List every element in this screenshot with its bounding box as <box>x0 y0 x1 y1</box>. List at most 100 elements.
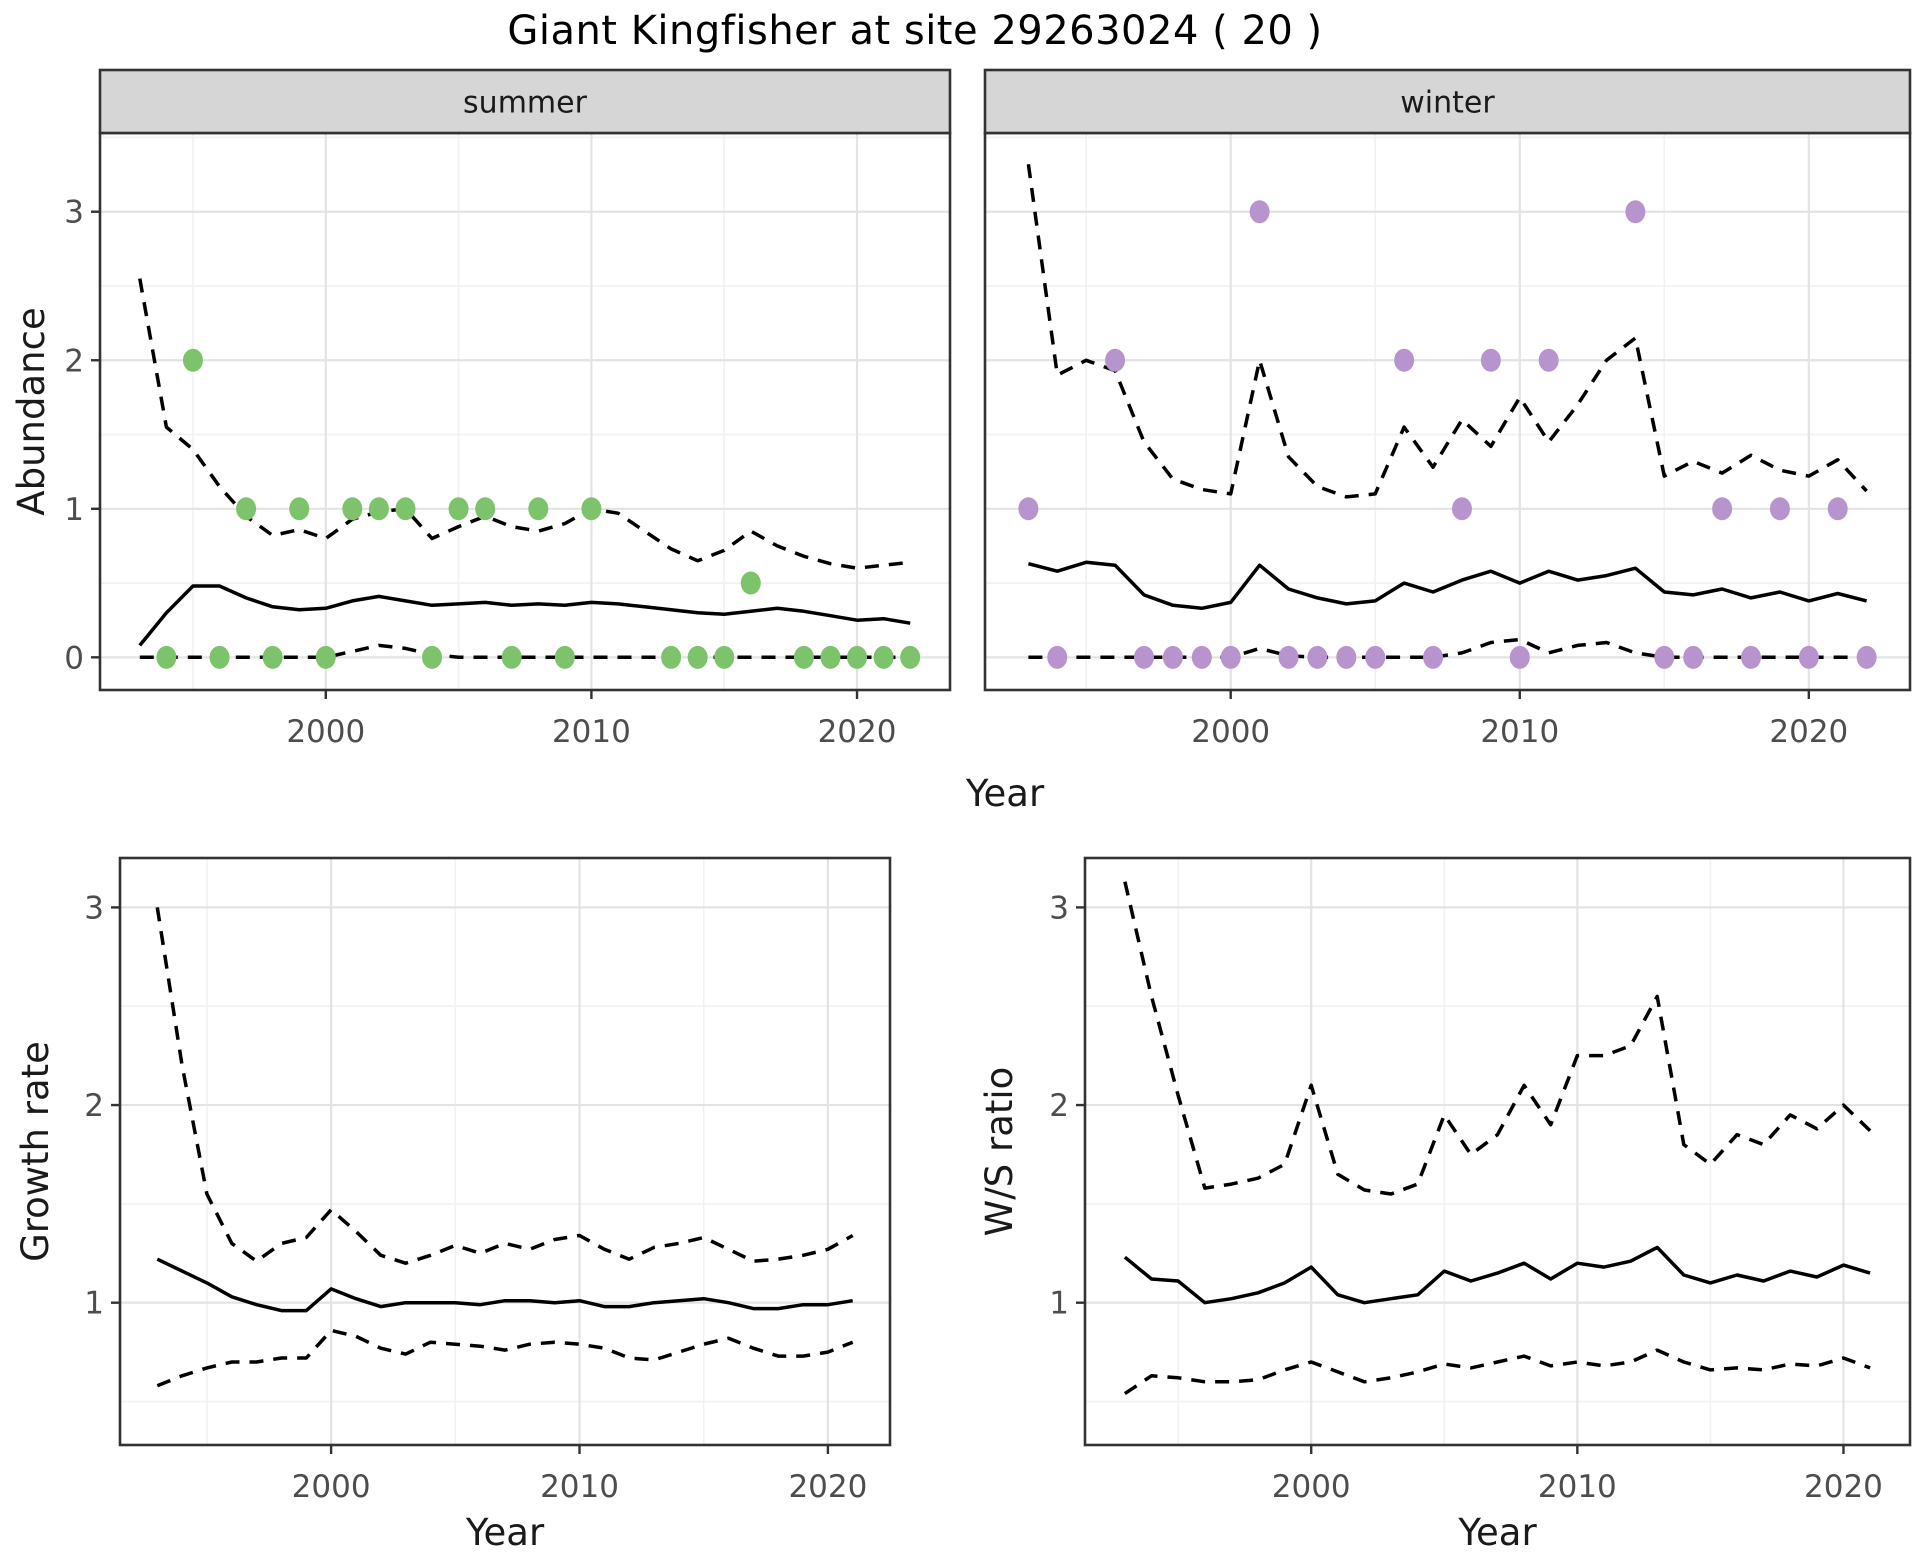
data-point <box>1538 348 1559 372</box>
facet-strip-label: winter <box>1400 86 1495 121</box>
panel-content <box>138 278 921 669</box>
x-tick-label: 2000 <box>1272 1469 1351 1505</box>
y-tick-label: 1 <box>64 492 84 528</box>
data-point <box>315 645 336 669</box>
data-point <box>528 497 549 521</box>
panel-border <box>118 856 892 1447</box>
data-point <box>1480 348 1501 372</box>
upper_credible_interval-line <box>1026 163 1868 499</box>
data-point <box>847 645 868 669</box>
x-tick-label: 2000 <box>292 1469 371 1505</box>
data-point <box>900 645 921 669</box>
data-point <box>1394 348 1415 372</box>
facet-strip <box>98 68 952 135</box>
data-point <box>395 497 416 521</box>
data-point <box>1423 645 1444 669</box>
panel-growth-rate: 2000 2010 2020 1 2 3 <box>84 856 892 1505</box>
y-tick-label: 1 <box>1049 1286 1069 1322</box>
panel-content <box>1018 163 1877 669</box>
x-tick-label: 2020 <box>1804 1469 1883 1505</box>
data-point <box>156 645 177 669</box>
data-point <box>1278 645 1299 669</box>
mean_ws_ratio-line <box>1123 1245 1871 1305</box>
x-axis-title-year-ws: Year <box>1457 1511 1537 1554</box>
mean_abundance-line <box>1027 560 1868 611</box>
data-point <box>1654 645 1675 669</box>
data-point <box>1133 645 1154 669</box>
data-point <box>1856 645 1877 669</box>
data-point <box>740 571 761 595</box>
upper_credible_interval-line <box>1123 881 1872 1196</box>
lower_credible_interval-line <box>1123 1348 1871 1396</box>
data-point <box>1018 497 1039 521</box>
x-axis-title-year-top: Year <box>965 772 1045 815</box>
x-tick-label: 2010 <box>1538 1469 1617 1505</box>
data-point <box>475 497 496 521</box>
x-tick-label: 2010 <box>1480 714 1559 750</box>
x-tick-label: 2000 <box>1191 714 1270 750</box>
data-point <box>501 645 522 669</box>
y-tick-label: 3 <box>64 195 84 231</box>
upper_credible_interval-line <box>155 907 854 1265</box>
mean_abundance-line <box>138 584 911 647</box>
upper_credible_interval-line <box>138 278 911 570</box>
data-point <box>1827 497 1848 521</box>
lower_credible_interval-line <box>156 1328 854 1388</box>
panel-content <box>155 907 854 1388</box>
data-point <box>1365 645 1386 669</box>
data-point <box>209 645 230 669</box>
data-point <box>661 645 682 669</box>
lower_credible_interval-line <box>1028 637 1867 660</box>
data-point <box>1769 497 1790 521</box>
data-point <box>554 645 575 669</box>
y-tick-label: 0 <box>64 640 84 676</box>
panel-content <box>1123 881 1872 1396</box>
y-axis-title-ws-ratio: W/S ratio <box>978 1067 1021 1237</box>
data-point <box>448 497 469 521</box>
mean_growth_rate-line <box>156 1257 853 1313</box>
data-point <box>1162 645 1183 669</box>
x-tick-label: 2020 <box>818 714 897 750</box>
data-point <box>236 497 257 521</box>
x-tick-label: 2020 <box>788 1469 867 1505</box>
panel-w-s-ratio: 2000 2010 2020 1 2 3 <box>1049 856 1912 1505</box>
data-point <box>1307 645 1328 669</box>
data-point <box>687 645 708 669</box>
panel-summer: summer 2000 2010 2020 0 1 2 3 <box>64 68 952 750</box>
data-point <box>873 645 894 669</box>
data-point <box>1451 497 1472 521</box>
y-tick-label: 2 <box>1049 1088 1069 1124</box>
panel-background <box>100 133 950 690</box>
data-point <box>342 497 363 521</box>
data-point <box>1105 348 1126 372</box>
data-point <box>1625 200 1646 224</box>
y-tick-label: 2 <box>64 343 84 379</box>
facet-strip-label: summer <box>463 86 588 121</box>
x-tick-label: 2000 <box>286 714 365 750</box>
data-point <box>1712 497 1733 521</box>
data-point <box>581 497 602 521</box>
data-point <box>1798 645 1819 669</box>
data-point <box>262 645 283 669</box>
y-tick-label: 3 <box>84 890 104 926</box>
data-point <box>714 645 735 669</box>
data-point <box>1336 645 1357 669</box>
panel-background <box>1085 858 1910 1445</box>
panel-background <box>985 133 1910 690</box>
y-axis-title-growth-rate: Growth rate <box>14 1041 57 1262</box>
x-tick-label: 2010 <box>552 714 631 750</box>
data-point <box>182 348 203 372</box>
data-point <box>1047 645 1068 669</box>
data-point <box>422 645 443 669</box>
data-point <box>793 645 814 669</box>
panel-border <box>1083 856 1912 1447</box>
data-point <box>289 497 310 521</box>
data-point <box>1220 645 1241 669</box>
x-tick-label: 2010 <box>540 1469 619 1505</box>
panel-winter: winter 2000 2010 2020 <box>983 68 1912 750</box>
y-tick-label: 3 <box>1049 890 1069 926</box>
panel-background <box>120 858 890 1445</box>
y-tick-label: 2 <box>84 1088 104 1124</box>
